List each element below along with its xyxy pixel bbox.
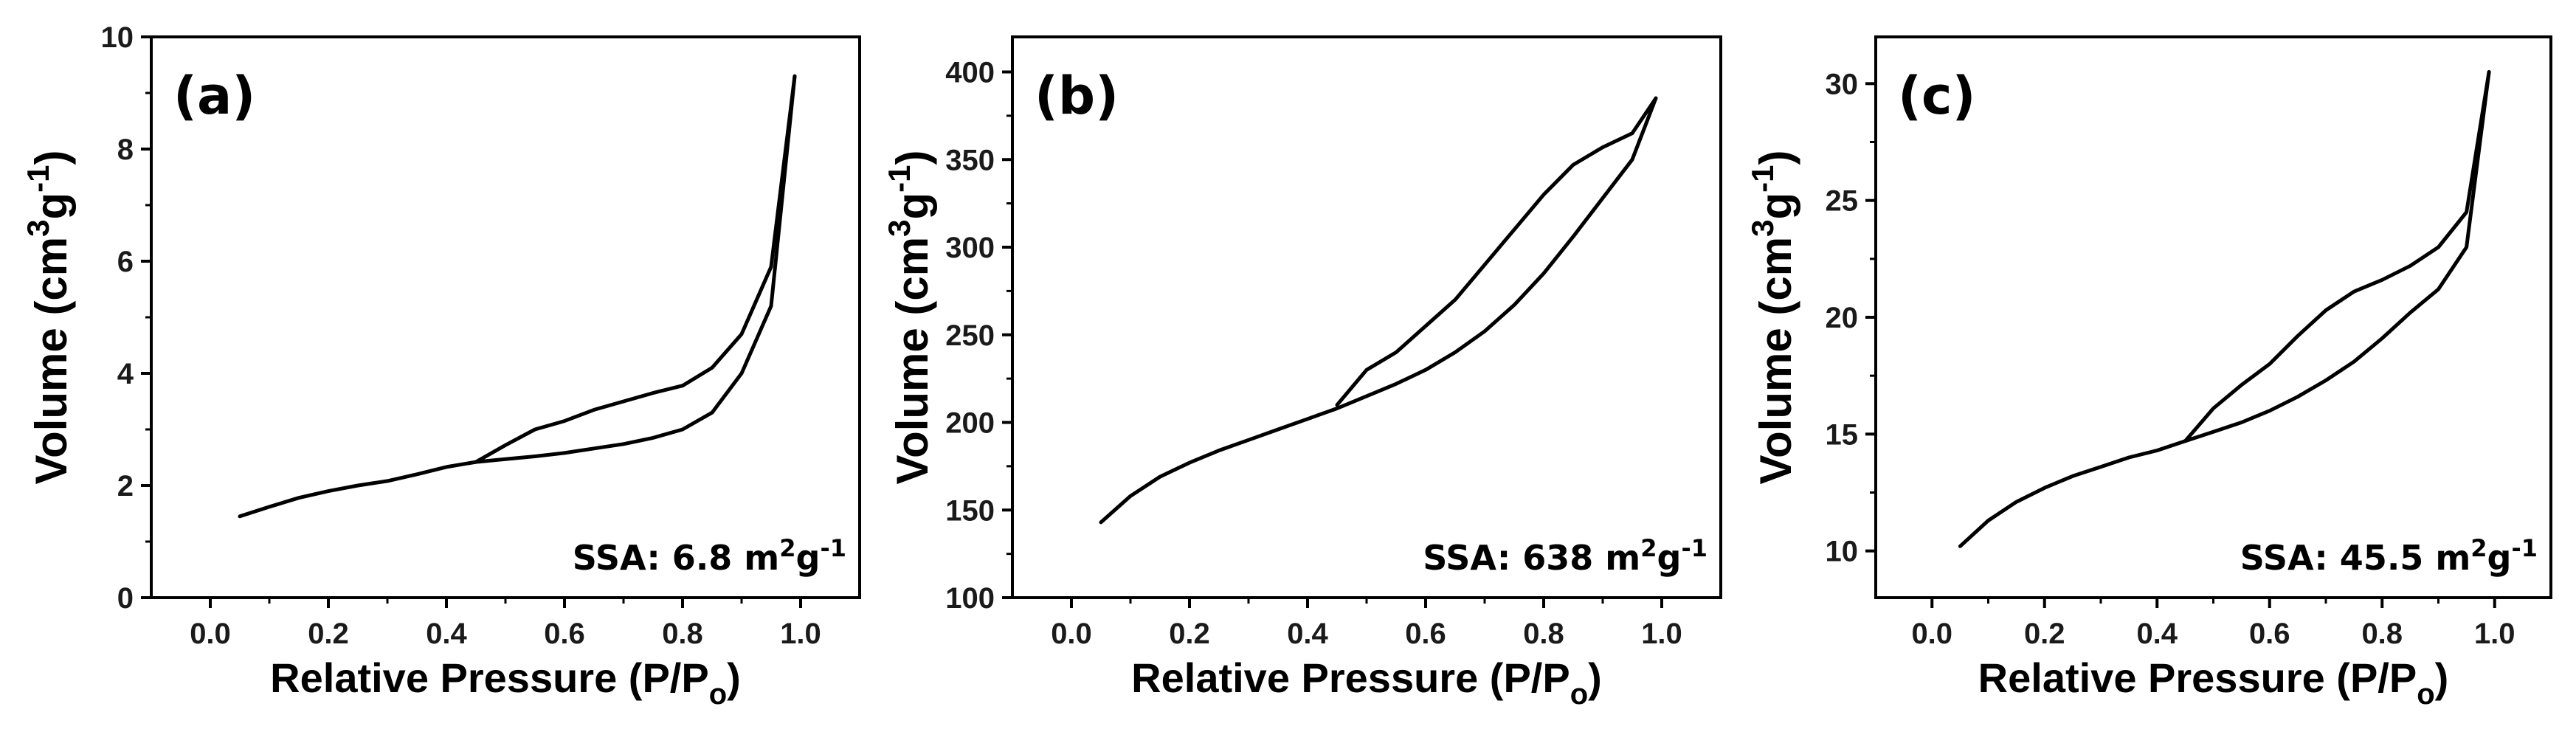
- y-axis-title-end: ): [888, 151, 937, 165]
- x-tick-label: 0.6: [544, 618, 585, 650]
- y-axis-title-mid: g: [27, 193, 76, 220]
- y-axis-title-sup: 3: [21, 220, 55, 237]
- y-tick-label: 300: [945, 232, 995, 264]
- x-tick-label: 1.0: [780, 618, 821, 650]
- y-axis-title: Volume (cm3g-1): [21, 151, 76, 485]
- series-line-desorption-branch: [474, 74, 797, 464]
- y-axis-title-mid: g: [888, 193, 937, 220]
- x-tick-label: 1.0: [2474, 618, 2515, 650]
- x-axis-title-end: ): [2435, 654, 2449, 701]
- ssa-annotation-main: SSA: 638 m: [1423, 538, 1640, 578]
- x-tick-label: 0.4: [2136, 618, 2178, 650]
- x-tick-label: 0.8: [1523, 618, 1564, 650]
- series-line-desorption-branch: [2183, 70, 2491, 443]
- y-axis-title-sup: 3: [1745, 220, 1780, 237]
- x-axis-title: Relative Pressure (P/Po): [1978, 654, 2449, 711]
- ssa-annotation-mid: g: [1657, 538, 1682, 578]
- y-tick-label: 10: [101, 21, 134, 54]
- y-axis-title-sup: -1: [21, 165, 55, 192]
- series-line-adsorption-branch: [1958, 70, 2491, 548]
- y-tick-label: 20: [1826, 302, 1859, 334]
- x-axis-title-subscript: o: [1570, 678, 1588, 711]
- y-tick-label: 350: [945, 144, 995, 176]
- x-axis-title-subscript: o: [2417, 678, 2434, 711]
- series-line-desorption-branch: [1335, 96, 1658, 407]
- x-axis-title-main: Relative Pressure (P/P: [1978, 654, 2417, 701]
- ssa-annotation-main: SSA: 6.8 m: [573, 538, 780, 578]
- series-line-adsorption-branch: [238, 74, 797, 519]
- x-axis-title-end: ): [727, 654, 741, 701]
- y-tick-label: 400: [945, 57, 995, 89]
- x-tick-label: 0.0: [190, 618, 231, 650]
- x-tick-label: 0.4: [1287, 618, 1328, 650]
- y-axis-title-main: Volume (cm: [888, 237, 937, 485]
- x-tick-label: 0.6: [1405, 618, 1446, 650]
- x-axis-title-subscript: o: [709, 678, 727, 711]
- y-tick-label: 100: [945, 582, 995, 615]
- ssa-annotation-mid: g: [2487, 538, 2512, 578]
- y-axis-title-end: ): [27, 151, 76, 165]
- chart-panel-1: 0.0 0.2 0.4 0.6 0.8 1.0 0 2 4 6 8 10 Relative Pressu…: [21, 21, 861, 711]
- y-tick-label: 200: [945, 407, 995, 440]
- ssa-annotation-main: SSA: 45.5 m: [2240, 538, 2471, 578]
- y-axis-title-end: ): [1751, 151, 1800, 165]
- ssa-annotation: SSA: 45.5 m2g-1: [2240, 534, 2538, 578]
- y-axis-title: Volume (cm3g-1): [1745, 151, 1800, 485]
- y-tick-label: 250: [945, 319, 995, 352]
- ssa-annotation-sup: -1: [1681, 534, 1707, 562]
- x-axis-title: Relative Pressure (P/Po): [270, 654, 741, 711]
- chart-panel-2: 0.0 0.2 0.4 0.6 0.8 1.0 100 150 200 250 300 350 400 R…: [882, 35, 1722, 711]
- panel-label: (c): [1898, 66, 1975, 126]
- y-tick-label: 6: [117, 246, 134, 278]
- x-tick-label: 0.8: [2361, 618, 2403, 650]
- x-tick-label: 0.0: [1051, 618, 1092, 650]
- plot-frame: [150, 35, 861, 599]
- y-axis-title-sup: -1: [1745, 165, 1780, 192]
- y-axis-title-main: Volume (cm: [27, 237, 76, 485]
- ssa-annotation-sup: 2: [779, 534, 795, 562]
- x-axis-title-main: Relative Pressure (P/P: [270, 654, 709, 701]
- y-tick-label: 15: [1826, 418, 1859, 451]
- ssa-annotation-sup: 2: [2470, 534, 2487, 562]
- x-axis-title: Relative Pressure (P/Po): [1131, 654, 1602, 711]
- x-axis-title-end: ): [1588, 654, 1602, 701]
- x-tick-label: 0.2: [2024, 618, 2065, 650]
- y-tick-label: 2: [117, 470, 134, 502]
- series-line-adsorption-branch: [1099, 96, 1658, 525]
- x-tick-label: 0.4: [426, 618, 467, 650]
- ssa-annotation-mid: g: [796, 538, 821, 578]
- y-axis-title-sup: 3: [882, 220, 916, 237]
- x-tick-label: 0.8: [662, 618, 703, 650]
- y-axis-title: Volume (cm3g-1): [882, 151, 937, 485]
- x-tick-label: 0.2: [1169, 618, 1210, 650]
- ssa-annotation-sup: -1: [820, 534, 846, 562]
- x-tick-label: 0.2: [308, 618, 349, 650]
- y-tick-label: 25: [1826, 185, 1859, 218]
- x-tick-label: 0.0: [1911, 618, 1952, 650]
- plot-frame: [1874, 35, 2552, 599]
- y-axis-title-sup: -1: [882, 165, 916, 192]
- y-axis-title-main: Volume (cm: [1751, 237, 1800, 485]
- y-tick-label: 10: [1826, 536, 1859, 568]
- panel-label: (a): [173, 66, 255, 126]
- y-tick-label: 0: [117, 582, 134, 615]
- panel-label: (b): [1035, 66, 1119, 126]
- x-tick-label: 0.6: [2249, 618, 2290, 650]
- x-axis-title-main: Relative Pressure (P/P: [1131, 654, 1570, 701]
- ssa-annotation-sup: -1: [2511, 534, 2538, 562]
- y-tick-label: 150: [945, 494, 995, 527]
- x-tick-label: 1.0: [1641, 618, 1682, 650]
- y-tick-label: 30: [1826, 68, 1859, 100]
- y-tick-label: 8: [117, 134, 134, 166]
- ssa-annotation: SSA: 6.8 m2g-1: [573, 534, 846, 578]
- ssa-annotation: SSA: 638 m2g-1: [1423, 534, 1707, 578]
- ssa-annotation-sup: 2: [1640, 534, 1657, 562]
- y-axis-title-mid: g: [1751, 193, 1800, 220]
- chart-panel-3: 0.0 0.2 0.4 0.6 0.8 1.0 10 15 20 25 30 Relative Pre…: [1745, 35, 2552, 711]
- y-tick-label: 4: [117, 358, 134, 390]
